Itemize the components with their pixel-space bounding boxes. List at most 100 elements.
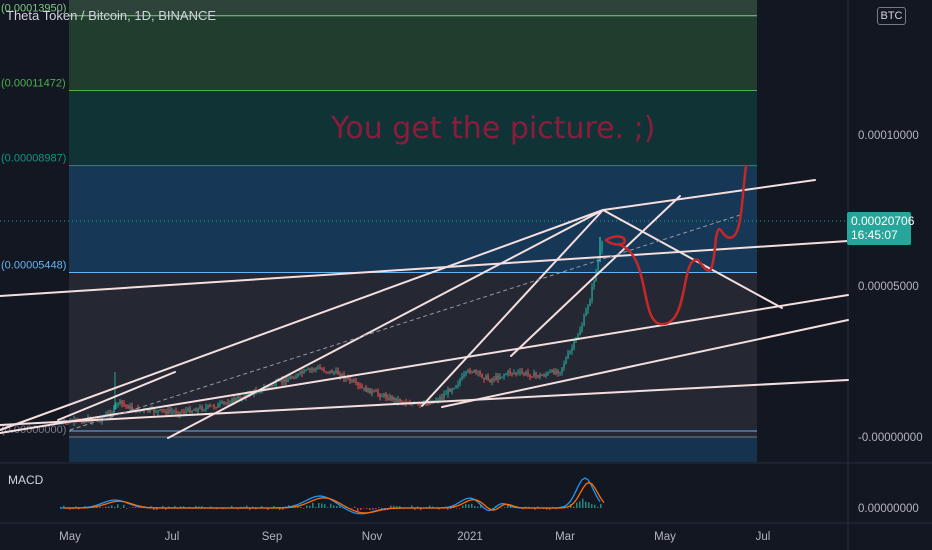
candle-body (541, 374, 543, 376)
candle-body (355, 381, 357, 383)
macd-histogram-bar (591, 504, 593, 508)
macd-histogram-bar (69, 508, 71, 510)
currency-badge[interactable]: BTC (877, 7, 906, 25)
macd-histogram-bar (537, 506, 539, 508)
candle-body (233, 398, 235, 401)
candle-body (221, 401, 223, 404)
candle-body (195, 409, 197, 412)
macd-histogram-bar (411, 505, 413, 508)
candle-body (177, 413, 179, 415)
macd-histogram-bar (306, 505, 308, 508)
candle-body (285, 378, 287, 383)
macd-histogram-bar (135, 506, 137, 508)
macd-histogram-bar (78, 508, 80, 510)
macd-histogram-bar (579, 501, 581, 508)
candle-body (555, 371, 557, 375)
macd-histogram-bar (573, 506, 575, 508)
candle-body (203, 409, 205, 411)
candle-body (601, 241, 603, 251)
macd-histogram-bar (477, 506, 479, 508)
candle-body (465, 371, 467, 375)
candle-body (463, 374, 465, 376)
candle-body (295, 376, 297, 379)
macd-histogram-bar (183, 506, 185, 508)
candle-body (563, 363, 565, 368)
candle-body (571, 348, 573, 351)
candle-body (173, 411, 175, 413)
candle-body (213, 405, 215, 408)
candle-body (523, 373, 525, 375)
macd-histogram-bar (165, 508, 167, 510)
text-annotation[interactable]: You get the picture. ;) (331, 111, 656, 146)
candle-body (397, 399, 399, 402)
macd-indicator-label[interactable]: MACD (8, 473, 44, 487)
macd-histogram-bar (546, 508, 548, 510)
candle-body (119, 400, 121, 404)
candle-body (437, 400, 439, 402)
candle-body (419, 403, 421, 406)
candle-body (81, 421, 83, 424)
candle-body (593, 280, 595, 287)
macd-histogram-bar (297, 506, 299, 508)
fib-zone (69, 165, 757, 273)
fib-level-label: (0.00013950) (1, 3, 66, 15)
candle-body (315, 368, 317, 370)
candle-body (107, 413, 109, 415)
macd-histogram-bar (273, 506, 275, 508)
macd-histogram-bar (132, 507, 134, 508)
candle-body (521, 371, 523, 374)
candle-body (385, 394, 387, 398)
candle-body (193, 409, 195, 411)
candle-body (453, 387, 455, 390)
macd-histogram-bar (462, 505, 464, 508)
symbol-title[interactable]: Theta Token / Bitcoin, 1D, BINANCE (6, 8, 217, 23)
candle-body (311, 369, 313, 371)
candle-body (399, 399, 401, 402)
candle-body (231, 398, 233, 404)
candle-body (117, 403, 119, 405)
candle-body (337, 370, 339, 375)
candle-body (129, 405, 131, 409)
candle-body (561, 367, 563, 373)
candle-body (335, 370, 337, 373)
candle-body (507, 371, 509, 374)
candle-body (201, 407, 203, 411)
candle-body (351, 380, 353, 382)
candle-body (165, 410, 167, 414)
macd-histogram-bar (363, 508, 365, 509)
time-axis-label: Nov (362, 531, 383, 543)
macd-histogram-bar (162, 505, 164, 508)
macd-histogram-bar (450, 508, 452, 510)
macd-histogram-bar (480, 504, 482, 508)
macd-histogram-bar (150, 506, 152, 508)
candle-body (551, 370, 553, 372)
macd-histogram-bar (174, 505, 176, 508)
candle-body (543, 375, 545, 377)
candle-body (171, 411, 173, 413)
candle-body (189, 408, 191, 413)
candle-body (345, 377, 347, 379)
candle-body (381, 396, 383, 398)
candle-body (365, 387, 367, 392)
candle-body (317, 367, 319, 369)
candle-body (457, 383, 459, 386)
candle-body (257, 392, 259, 394)
candle-body (577, 334, 579, 338)
candle-body (211, 405, 213, 407)
macd-histogram-bar (438, 508, 440, 510)
macd-histogram-bar (312, 502, 314, 508)
candle-body (331, 370, 333, 374)
candle-body (529, 374, 531, 377)
macd-histogram-bar (417, 506, 419, 508)
candle-body (401, 401, 403, 403)
candle-body (559, 372, 561, 374)
candle-body (267, 386, 269, 389)
candle-body (155, 412, 157, 414)
macd-histogram-bar (330, 503, 332, 508)
macd-histogram-bar (414, 508, 416, 510)
candle-body (305, 369, 307, 371)
candle-body (235, 397, 237, 401)
candle-body (183, 411, 185, 413)
macd-histogram-bar (195, 505, 197, 508)
